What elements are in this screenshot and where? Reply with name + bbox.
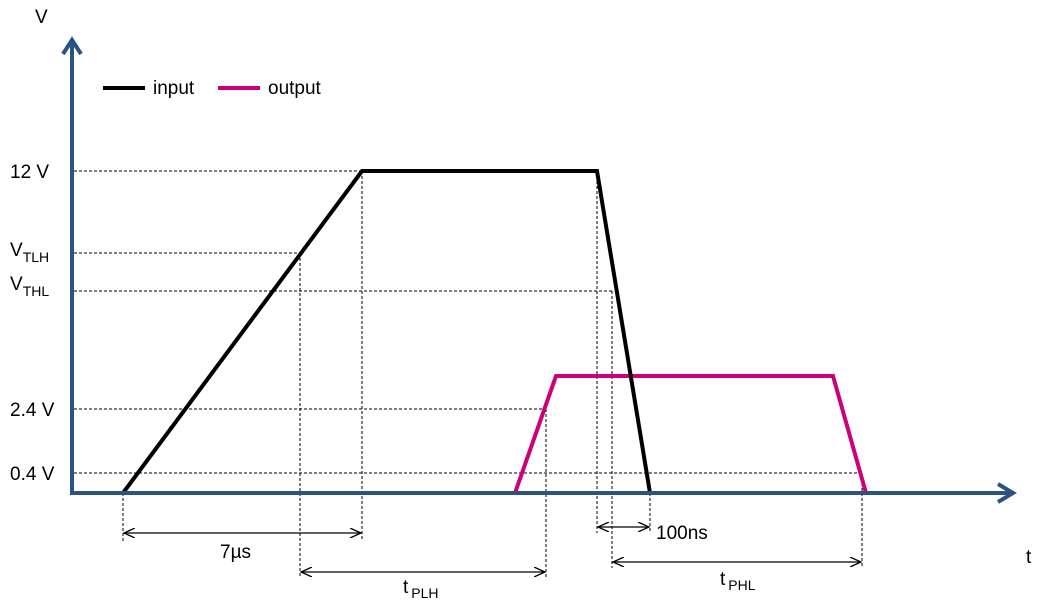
output-waveform (74, 374, 1000, 495)
legend-label-input: input (153, 78, 195, 99)
label-0-4v: 0.4 V (10, 464, 55, 485)
label-tplh: t PLH (403, 577, 439, 601)
label-vthl-main: V (10, 274, 23, 295)
x-axis-label: t (1026, 547, 1032, 568)
axes (61, 36, 1017, 504)
label-tplh-sub: PLH (411, 585, 438, 601)
legend: input output (103, 78, 322, 99)
label-vtlh-sub: TLH (23, 249, 49, 265)
label-vtlh: VTLH (10, 240, 49, 265)
label-rise-time: 7µs (220, 542, 251, 563)
level-labels: 12 V VTLH VTHL 2.4 V 0.4 V (10, 162, 55, 485)
level-guides (74, 170, 862, 474)
time-guides (122, 171, 863, 578)
label-12v: 12 V (10, 162, 49, 183)
y-axis-label: V (35, 7, 48, 28)
label-fall-time: 100ns (656, 523, 708, 544)
label-vthl: VTHL (10, 274, 49, 299)
legend-label-output: output (268, 78, 322, 99)
dimension-arrows (124, 527, 861, 572)
label-tphl: t PHL (720, 569, 756, 593)
label-tphl-main: t (720, 569, 726, 590)
label-2-4v: 2.4 V (10, 400, 55, 421)
y-axis-arrowhead (61, 36, 83, 56)
label-vthl-sub: THL (23, 283, 50, 299)
label-vtlh-main: V (10, 240, 23, 261)
label-tplh-main: t (403, 577, 409, 598)
interval-labels: 7µs 100ns t PLH t PHL (220, 523, 756, 601)
label-tphl-sub: PHL (728, 577, 755, 593)
x-axis-arrowhead (996, 482, 1017, 504)
